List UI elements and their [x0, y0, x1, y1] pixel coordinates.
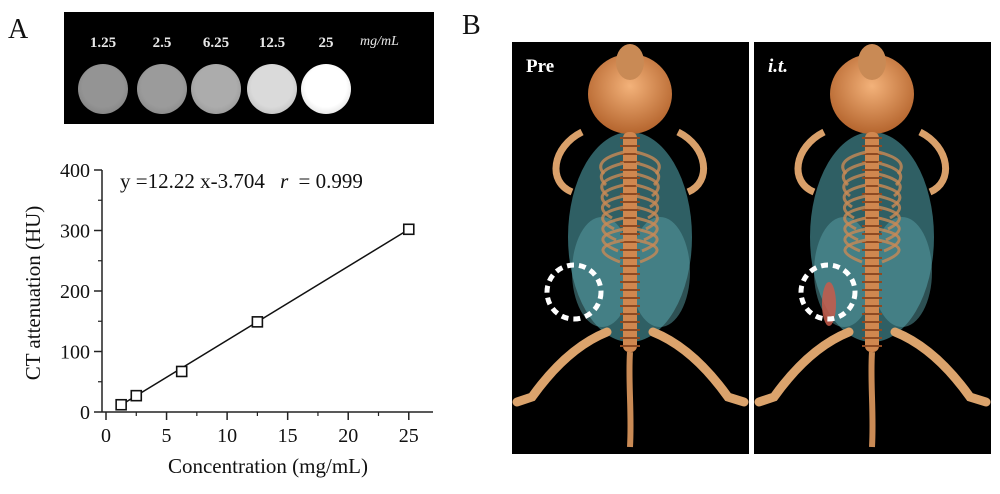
rib [877, 238, 901, 264]
rib [600, 194, 625, 220]
data-point [402, 223, 415, 236]
rib [635, 205, 659, 231]
fit-equation-text: y =12.22 x-3.704 [120, 169, 265, 193]
rib [842, 183, 867, 209]
ct-label-pre: Pre [526, 56, 555, 77]
phantom-conc-label: 6.25 [202, 35, 230, 51]
calibration-chart: 0 5 10 15 20 25 0 100 200 300 400 y =12.22 x-3.704… [21, 160, 433, 478]
snout [858, 44, 886, 80]
forelimb-left [794, 128, 826, 196]
rib [635, 216, 659, 242]
rib [601, 238, 625, 264]
mouse-rendering [512, 44, 749, 448]
soft-tissue [872, 217, 932, 327]
rib [843, 238, 867, 264]
tail [868, 351, 876, 448]
x-tick-label: 5 [162, 425, 172, 447]
y-tick-label: 100 [60, 342, 90, 364]
y-tick-label: 300 [60, 221, 90, 243]
y-tick-label: 200 [60, 281, 90, 303]
tail [626, 351, 634, 448]
rib [843, 216, 867, 242]
hindlimb-right [890, 327, 991, 407]
rib [601, 227, 625, 253]
rib [842, 194, 867, 220]
phantom-unit-label: mg/mL [360, 34, 399, 49]
chart-axes: 0 5 10 15 20 25 0 100 200 300 400 [60, 160, 433, 447]
data-point [251, 316, 264, 328]
ct-image-it: i.t. [754, 42, 991, 454]
phantom-well [78, 64, 128, 114]
rib [635, 238, 659, 264]
forelimb-right [676, 128, 707, 196]
x-tick-label: 20 [338, 425, 358, 447]
chart-marks [115, 223, 415, 411]
ct-image-pre: Pre [512, 42, 749, 454]
skull [830, 54, 914, 134]
phantom-conc-label: 1.25 [89, 35, 117, 51]
rib [843, 205, 867, 231]
x-tick-label: 25 [399, 425, 419, 447]
x-tick-label: 0 [101, 425, 111, 447]
fit-equation: y =12.22 x-3.704 r = 0.999 [120, 169, 363, 193]
ct-phantom-strip: 1.25 2.5 6.25 12.5 25 mg/mL [64, 12, 434, 124]
r-value: = 0.999 [299, 169, 363, 193]
forelimb-left [552, 128, 584, 196]
r-symbol: r [280, 169, 289, 193]
data-point [115, 398, 127, 411]
rib [877, 194, 902, 220]
panel-b-label: B [462, 10, 481, 41]
rib [877, 227, 901, 253]
phantom-well [137, 64, 187, 114]
ct-label-it: i.t. [768, 56, 789, 77]
rib [877, 183, 902, 209]
forelimb-right [918, 128, 949, 196]
rib [635, 194, 660, 220]
data-point [130, 389, 143, 402]
phantom-well [247, 64, 297, 114]
fit-line [120, 228, 410, 406]
phantom-conc-label: 2.5 [152, 35, 172, 51]
tumor-circle-marker [544, 262, 604, 322]
x-tick-label: 15 [278, 425, 298, 447]
y-tick-label: 0 [80, 402, 90, 424]
phantom-conc-label: 25 [318, 35, 334, 51]
rib [635, 227, 659, 253]
phantom-well [301, 64, 351, 114]
y-axis-title: CT attenuation (HU) [21, 206, 45, 381]
x-tick-label: 10 [217, 425, 237, 447]
rib [601, 205, 625, 231]
panel-a-label: A [8, 14, 29, 45]
mouse-rendering [754, 44, 991, 448]
tumor-contrast [822, 282, 836, 326]
soft-tissue [630, 217, 690, 327]
soft-tissue [572, 217, 632, 327]
snout [616, 44, 644, 80]
rib [600, 183, 625, 209]
rib [635, 183, 660, 209]
skull [588, 54, 672, 134]
y-tick-label: 400 [60, 160, 90, 182]
hindlimb-left [754, 327, 854, 407]
tumor-circle-marker [798, 262, 858, 322]
rib [601, 216, 625, 242]
hindlimb-right [648, 327, 749, 407]
x-axis-title: Concentration (mg/mL) [168, 454, 368, 478]
rib [877, 205, 901, 231]
rib [877, 216, 901, 242]
phantom-conc-label: 12.5 [258, 35, 286, 51]
phantom-well [191, 64, 241, 114]
rib [843, 227, 867, 253]
data-point [175, 365, 188, 378]
hindlimb-left [512, 327, 612, 407]
